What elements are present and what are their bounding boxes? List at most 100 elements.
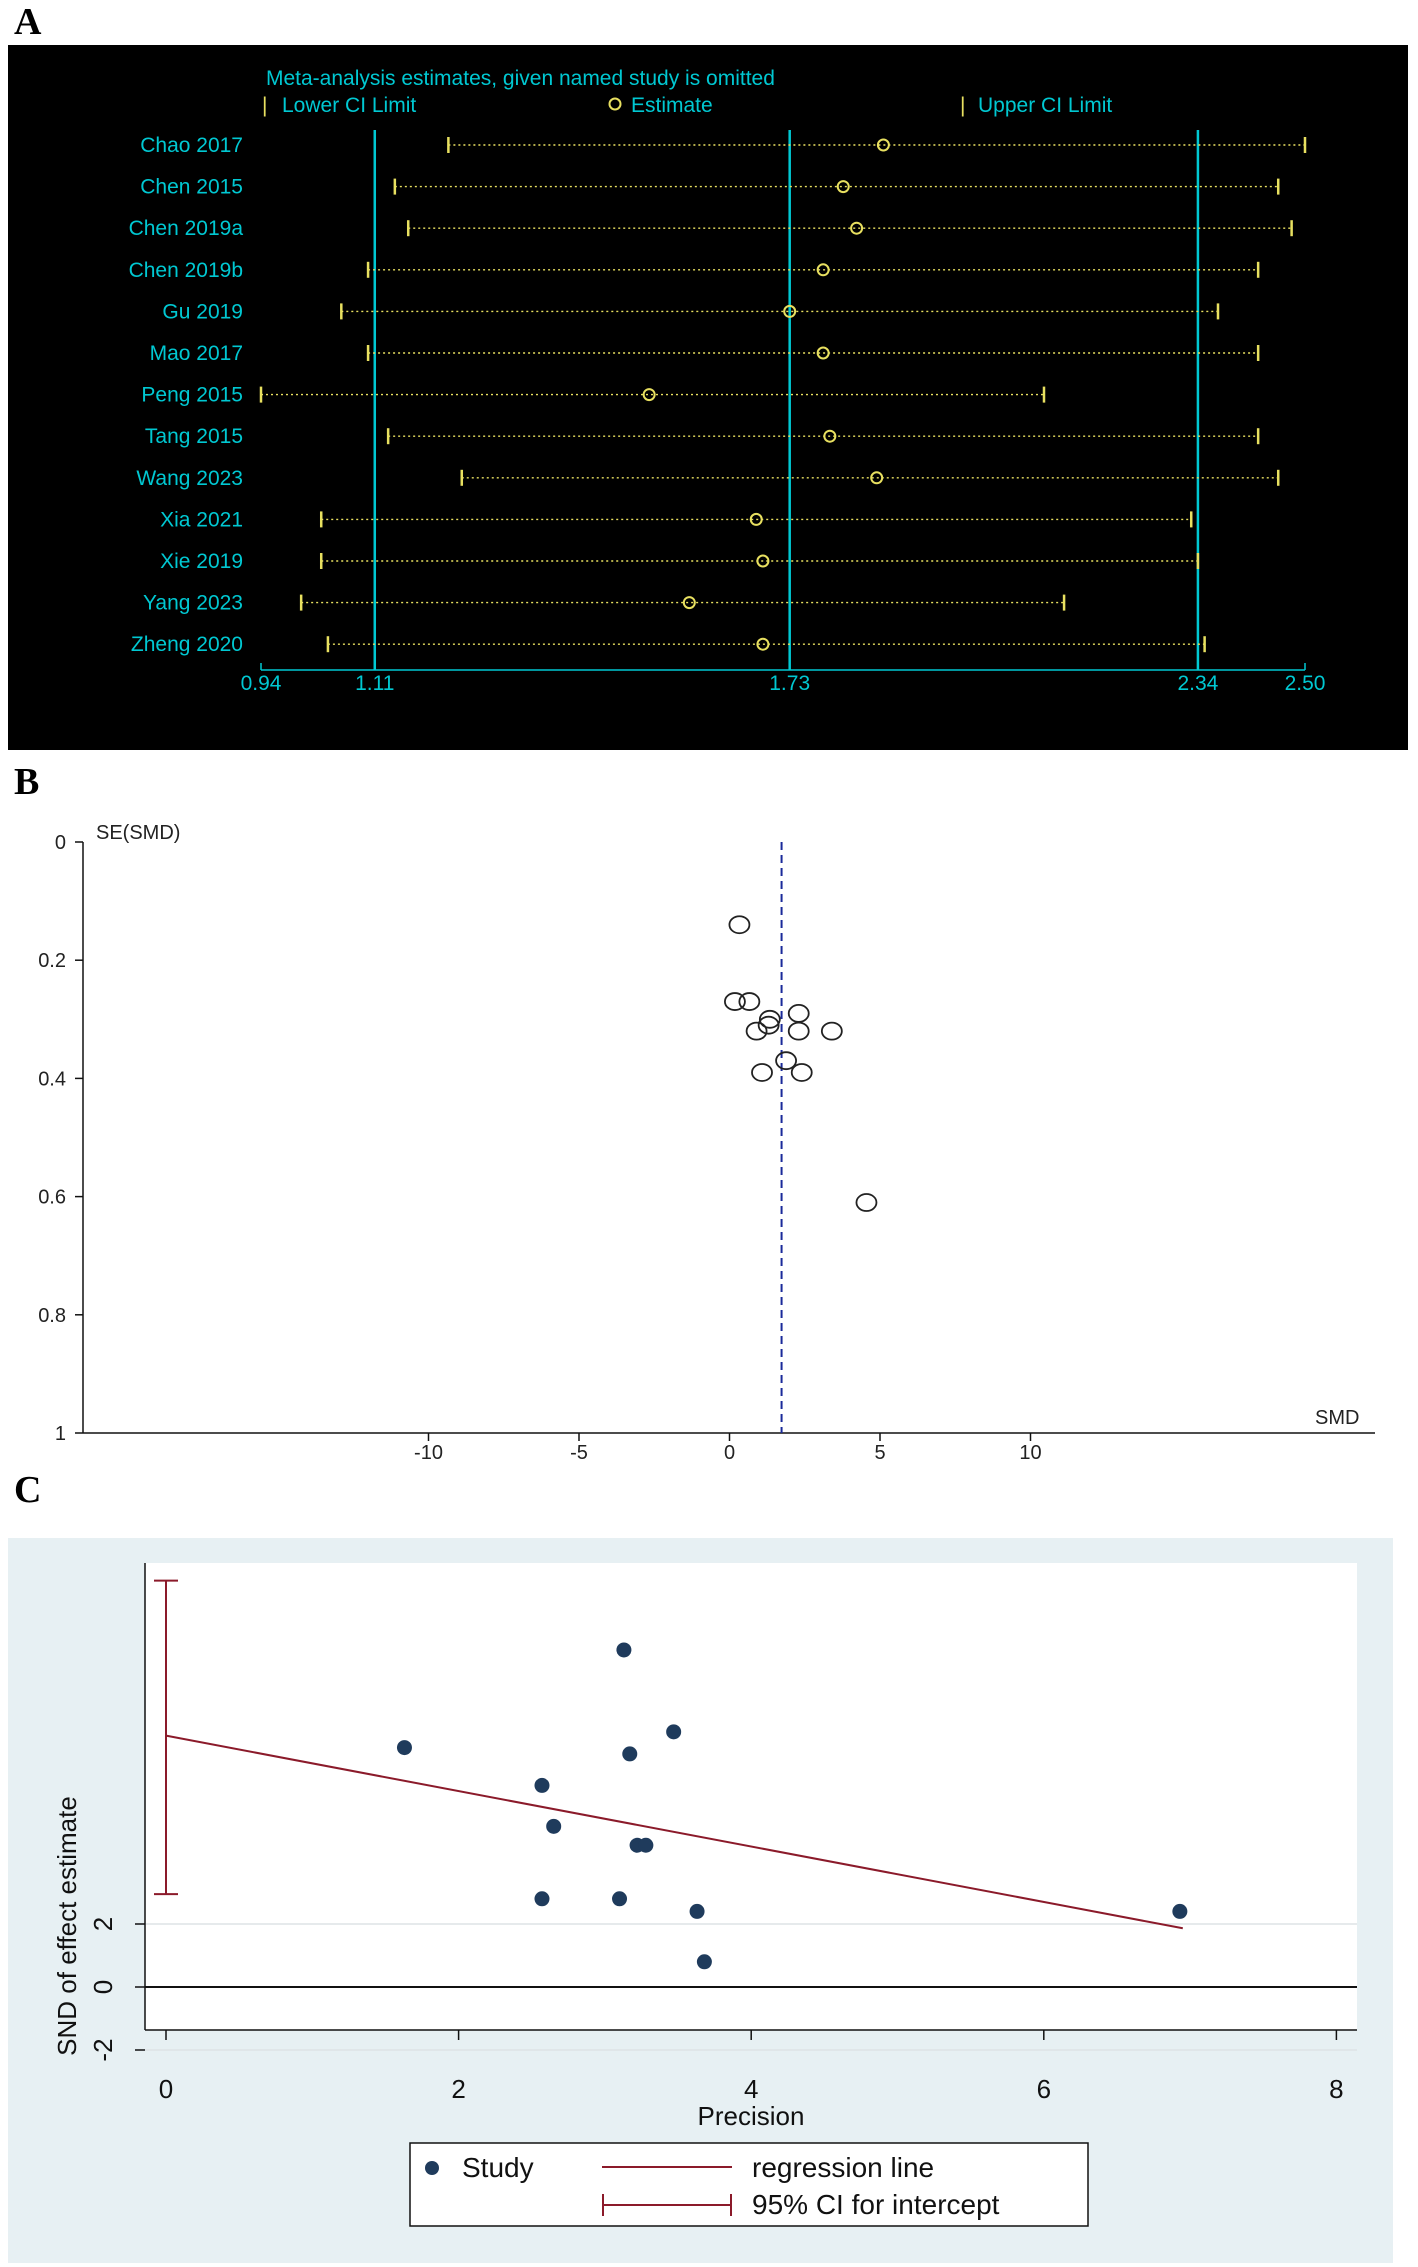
y-tick-label: 0.6 — [38, 1187, 66, 1209]
study-point — [396, 1740, 412, 1756]
study-label: Chen 2019a — [129, 217, 244, 240]
study-label: Wang 2023 — [136, 467, 243, 490]
legend-study-label: Study — [462, 2152, 534, 2183]
study-point — [758, 1009, 781, 1029]
legend-estimate-icon — [608, 97, 622, 111]
estimate-marker — [682, 596, 696, 610]
legend-lower-marker: | — [262, 94, 267, 117]
y-tick-label: 0 — [88, 1980, 118, 1994]
legend-ci-label: 95% CI for intercept — [752, 2189, 1000, 2220]
funnel-y-axis-label: SE(SMD) — [96, 822, 180, 844]
x-tick-label: 6 — [1037, 2074, 1051, 2104]
study-label: Xie 2019 — [160, 550, 243, 573]
estimate-marker — [642, 388, 656, 402]
study-point — [696, 1954, 712, 1970]
study-point — [612, 1891, 628, 1907]
study-point — [751, 1063, 773, 1082]
panel-label-a: A — [14, 1, 42, 43]
study-point — [757, 1015, 780, 1035]
study-point — [728, 915, 751, 935]
legend-upper-label: Upper CI Limit — [978, 94, 1112, 117]
study-point — [534, 1891, 550, 1907]
x-tick-label: 1.11 — [355, 672, 394, 695]
study-point — [616, 1642, 632, 1658]
estimate-marker — [870, 471, 884, 485]
study-label: Yang 2023 — [143, 592, 243, 615]
study-label: Chen 2015 — [140, 176, 243, 199]
study-label: Xia 2021 — [160, 508, 243, 531]
study-label: Zheng 2020 — [131, 633, 243, 656]
study-point — [787, 1003, 810, 1023]
funnel-plot: SE(SMD) SMD -10 -5 0 5 10 0 0.2 0.4 0.6 0.8 1 — [38, 822, 1375, 1464]
legend-estimate-label: Estimate — [631, 94, 713, 117]
study-point — [638, 1837, 654, 1853]
study-point — [689, 1903, 705, 1919]
x-tick-label: 0 — [724, 1442, 735, 1464]
y-tick-label: 0 — [55, 832, 66, 854]
y-tick-label: 0.4 — [38, 1068, 66, 1090]
study-point — [787, 1021, 810, 1041]
estimate-marker — [816, 346, 830, 360]
panel-label-c: C — [14, 1469, 42, 1511]
estimate-marker — [876, 138, 890, 152]
study-label: Chao 2017 — [140, 134, 243, 157]
x-tick-label: 1.73 — [769, 672, 810, 695]
study-point — [666, 1724, 682, 1740]
y-tick-label: 2 — [88, 1917, 118, 1931]
study-label: Chen 2019b — [129, 259, 243, 282]
estimate-marker — [756, 637, 770, 651]
study-point — [1172, 1903, 1188, 1919]
y-tick-label: -2 — [88, 2038, 118, 2061]
x-tick-label: 2.34 — [1177, 672, 1218, 695]
estimate-marker — [836, 180, 850, 194]
study-point — [534, 1777, 550, 1793]
x-tick-label: 0 — [159, 2074, 173, 2104]
study-label: Mao 2017 — [150, 342, 243, 365]
legend-study-marker — [425, 2161, 439, 2175]
legend-lower-label: Lower CI Limit — [282, 94, 416, 117]
study-label: Tang 2015 — [145, 425, 243, 448]
estimate-marker — [749, 512, 763, 526]
egger-plot-area — [145, 1563, 1357, 2030]
x-tick-label: -5 — [570, 1442, 588, 1464]
study-point — [724, 992, 746, 1011]
sensitivity-plot-background — [8, 45, 1408, 750]
estimate-marker — [823, 429, 837, 443]
panel-label-b: B — [14, 761, 40, 803]
x-tick-label: 10 — [1019, 1442, 1041, 1464]
y-tick-label: 0.2 — [38, 950, 66, 972]
study-label: Gu 2019 — [162, 300, 243, 323]
x-tick-label: 5 — [874, 1442, 885, 1464]
x-tick-label: -10 — [414, 1442, 443, 1464]
y-tick-label: 1 — [55, 1423, 66, 1445]
study-label: Peng 2015 — [141, 384, 243, 407]
x-tick-label: 0.94 — [241, 672, 282, 695]
egger-y-axis-label: SND of effect estimate — [52, 1796, 82, 2056]
estimate-marker — [756, 554, 770, 568]
estimate-marker — [783, 304, 797, 318]
funnel-x-axis-label: SMD — [1315, 1407, 1359, 1429]
x-tick-label: 2 — [451, 2074, 465, 2104]
study-point — [775, 1051, 797, 1071]
sensitivity-plot-title: Meta-analysis estimates, given named stu… — [266, 67, 775, 90]
x-tick-label: 8 — [1329, 2074, 1343, 2104]
study-point — [855, 1193, 878, 1212]
egger-legend-box — [409, 2142, 1089, 2227]
x-tick-label: 2.50 — [1285, 672, 1326, 695]
legend-upper-marker: | — [960, 94, 965, 117]
x-tick-label: 4 — [744, 2074, 758, 2104]
sensitivity-plot: Meta-analysis estimates, given named stu… — [8, 45, 1408, 750]
study-point — [622, 1746, 638, 1762]
regression-line — [165, 1734, 1183, 1930]
estimate-marker — [816, 263, 830, 277]
study-point — [820, 1021, 843, 1041]
y-tick-label: 0.8 — [38, 1305, 66, 1327]
study-point — [738, 992, 761, 1011]
estimate-marker — [850, 221, 864, 235]
study-point — [546, 1818, 562, 1834]
egger-x-axis-label: Precision — [698, 2101, 805, 2131]
study-point — [745, 1021, 768, 1041]
egger-plot: SND of effect estimate Precision 0 2 4 6 8 2 0… — [8, 1538, 1393, 2263]
study-point — [790, 1063, 813, 1082]
legend-regression-label: regression line — [752, 2152, 934, 2183]
